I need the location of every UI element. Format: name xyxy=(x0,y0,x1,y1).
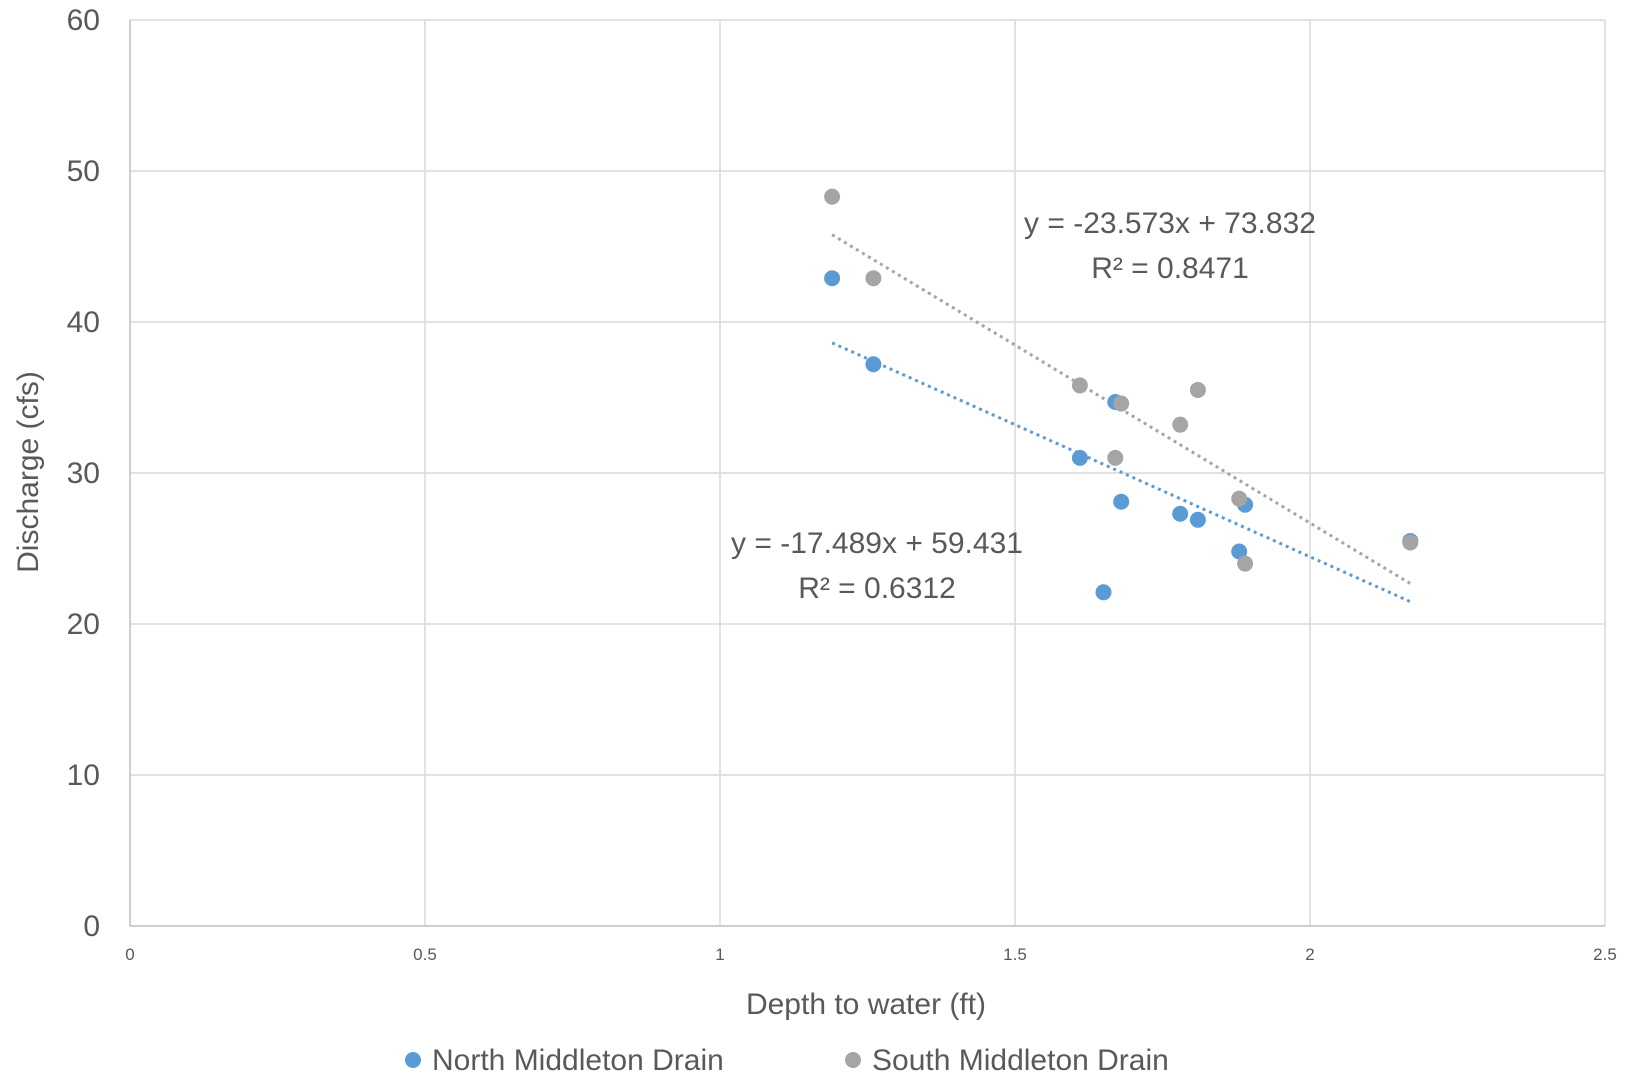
north-trendline xyxy=(831,341,1411,604)
y-tick-label: 0 xyxy=(83,910,100,943)
south-data-point xyxy=(1189,381,1206,398)
north-data-point xyxy=(1172,505,1189,522)
data-points xyxy=(824,188,1419,601)
legend-label-south: South Middleton Drain xyxy=(872,1044,1169,1074)
north-data-point xyxy=(1113,493,1130,510)
legend-marker-south xyxy=(845,1052,861,1068)
tick-labels: 0 10 20 30 40 50 60 0 0.5 1 1.5 2 2.5 xyxy=(67,4,1617,964)
south-data-point xyxy=(1107,449,1124,466)
y-tick-label: 50 xyxy=(67,155,100,188)
south-data-point xyxy=(1172,416,1189,433)
x-tick-label: 0 xyxy=(125,945,134,964)
north-data-point xyxy=(1071,449,1088,466)
y-tick-label: 30 xyxy=(67,457,100,490)
south-data-point xyxy=(824,188,841,205)
y-tick-label: 40 xyxy=(67,306,100,339)
y-axis-title: Discharge (cfs) xyxy=(12,371,45,573)
legend-label-north: North Middleton Drain xyxy=(432,1044,724,1074)
legend-marker-north xyxy=(405,1052,421,1068)
legend: North Middleton Drain South Middleton Dr… xyxy=(405,1044,1169,1074)
north-data-point xyxy=(1189,511,1206,528)
y-tick-label: 10 xyxy=(67,759,100,792)
south-data-point xyxy=(1113,395,1130,412)
south-data-point xyxy=(1231,490,1248,507)
x-tick-label: 1.5 xyxy=(1003,945,1027,964)
south-data-point xyxy=(1237,555,1254,572)
north-data-point xyxy=(865,356,882,373)
y-tick-label: 60 xyxy=(67,4,100,37)
south-r2-label: R² = 0.8471 xyxy=(1091,252,1249,285)
south-data-point xyxy=(1071,377,1088,394)
trendline-annotations: y = -23.573x + 73.832 R² = 0.8471 y = -1… xyxy=(731,207,1316,605)
north-data-point xyxy=(1095,584,1112,601)
x-tick-label: 1 xyxy=(715,945,724,964)
south-data-point xyxy=(1402,534,1419,551)
x-tick-label: 2 xyxy=(1305,945,1314,964)
x-axis-title: Depth to water (ft) xyxy=(746,988,986,1021)
north-r2-label: R² = 0.6312 xyxy=(798,572,956,605)
south-equation-label: y = -23.573x + 73.832 xyxy=(1024,207,1316,240)
gridlines xyxy=(130,19,1606,926)
south-data-point xyxy=(865,270,882,287)
y-tick-label: 20 xyxy=(67,608,100,641)
x-tick-label: 0.5 xyxy=(413,945,437,964)
x-tick-label: 2.5 xyxy=(1593,945,1617,964)
north-data-point xyxy=(824,270,841,287)
north-equation-label: y = -17.489x + 59.431 xyxy=(731,527,1023,560)
north-data-point xyxy=(1231,543,1248,560)
axes xyxy=(129,20,1605,927)
